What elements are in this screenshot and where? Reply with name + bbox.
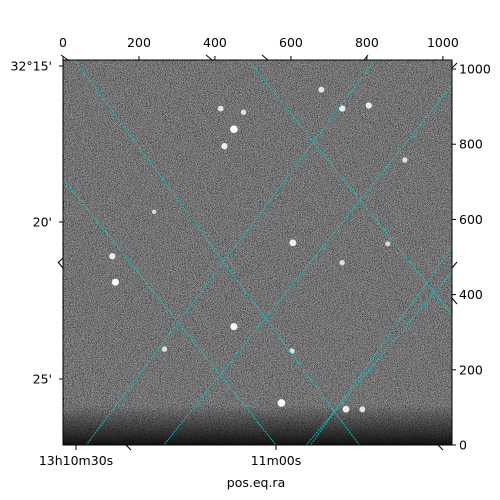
frame-mark-8	[57, 261, 64, 269]
grid-line-3	[85, 60, 376, 445]
grid-line-0	[73, 60, 360, 445]
star-3	[240, 109, 247, 115]
top-tick-label-2: 400	[203, 35, 227, 50]
plot-frame	[62, 59, 453, 446]
dec-tick-label-2: 25'	[33, 372, 52, 387]
frame-mark-6	[451, 297, 458, 305]
right-tick-label-2: 400	[459, 287, 483, 302]
frame-mark-1	[205, 54, 213, 61]
star-19	[151, 209, 157, 215]
dec-tick-label-1: 20'	[33, 215, 52, 230]
right-tick-label-5: 1000	[459, 62, 491, 77]
star-8	[289, 239, 297, 247]
star-15	[277, 399, 286, 407]
grid-line-5	[305, 270, 452, 445]
frame-mark-2	[261, 54, 269, 61]
star-18	[385, 241, 391, 247]
right-tick-label-3: 600	[459, 212, 483, 227]
frame-mark-0	[60, 54, 69, 61]
top-tick-label-1: 200	[127, 35, 151, 50]
star-16	[342, 405, 350, 413]
noise-texture	[63, 60, 452, 445]
frame-mark-9	[125, 444, 132, 451]
dec-tick-label-0: 32°15'	[11, 59, 53, 74]
star-4	[318, 86, 325, 93]
axes: 0 200 400 600 800 1000 0 200 400 600 800 1000 13h10m…	[11, 35, 491, 468]
stars-layer	[109, 86, 408, 413]
bottom-vignette	[63, 405, 452, 445]
right-tick-label-4: 800	[459, 137, 483, 152]
star-10	[109, 253, 116, 260]
frame-mark-3	[363, 54, 369, 61]
star-9	[339, 259, 345, 266]
right-tick-label-0: 0	[459, 438, 467, 453]
frame-mark-10	[437, 444, 444, 451]
ra-tick-label-1: 11m00s	[251, 453, 302, 468]
right-tick-label-1: 200	[459, 362, 483, 377]
star-2	[217, 105, 224, 112]
star-6	[365, 102, 372, 109]
star-0	[230, 125, 238, 133]
star-17	[359, 406, 366, 413]
star-1	[221, 142, 228, 150]
top-tick-label-3: 600	[279, 35, 303, 50]
top-tick-label-4: 800	[355, 35, 379, 50]
top-tick-label-5: 1000	[427, 35, 459, 50]
grid-line-2	[247, 60, 452, 316]
x-axis-title: pos.eq.ra	[227, 475, 285, 490]
grid-line-6	[310, 246, 452, 445]
star-5	[339, 105, 346, 112]
frame-mark-4	[451, 62, 458, 69]
star-13	[161, 346, 168, 352]
star-11	[111, 278, 120, 286]
star-12	[230, 322, 238, 331]
top-tick-label-0: 0	[59, 35, 67, 50]
frame-mark-7	[57, 257, 64, 264]
frame-mark-5	[451, 261, 458, 269]
ra-tick-label-0: 13h10m30s	[39, 453, 113, 468]
star-7	[402, 157, 408, 163]
